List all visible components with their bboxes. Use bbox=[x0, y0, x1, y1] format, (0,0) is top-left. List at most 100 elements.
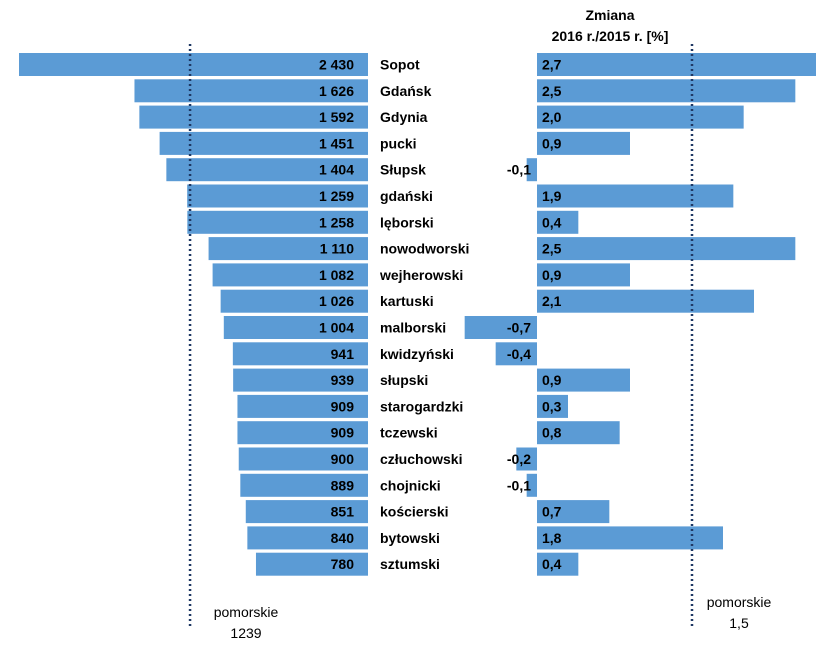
right-bar-19 bbox=[537, 552, 579, 576]
right-bar-16 bbox=[526, 473, 537, 497]
left-bar-0 bbox=[19, 53, 368, 76]
right-bar-13 bbox=[537, 394, 568, 418]
category-label-6: lęborski bbox=[380, 214, 434, 230]
category-label-16: chojnicki bbox=[380, 477, 441, 493]
left-bar-8 bbox=[212, 263, 368, 287]
left-value-label-5: 1 259 bbox=[319, 188, 354, 204]
right-value-label-11: -0,4 bbox=[507, 346, 531, 362]
right-bar-6 bbox=[537, 210, 579, 234]
right-bar-3 bbox=[537, 131, 630, 155]
change-title-line1: Zmiana bbox=[585, 7, 634, 23]
category-label-8: wejherowski bbox=[379, 267, 463, 283]
right-bar-1 bbox=[537, 79, 796, 103]
left-value-label-13: 909 bbox=[331, 398, 355, 414]
left-bar-17 bbox=[245, 500, 368, 524]
right-bar-4 bbox=[526, 158, 537, 182]
right-value-label-17: 0,7 bbox=[542, 504, 562, 520]
left-value-label-8: 1 082 bbox=[319, 267, 354, 283]
left-value-label-18: 840 bbox=[331, 530, 355, 546]
left-value-label-1: 1 626 bbox=[319, 83, 354, 99]
left-value-label-2: 1 592 bbox=[319, 109, 354, 125]
right-bar-10 bbox=[464, 316, 537, 339]
left-value-label-4: 1 404 bbox=[319, 162, 354, 178]
left-reference-value: 1239 bbox=[230, 625, 261, 641]
right-reference-label: pomorskie bbox=[707, 594, 772, 610]
right-value-label-14: 0,8 bbox=[542, 425, 562, 441]
category-label-11: kwidzyński bbox=[380, 346, 454, 362]
left-bar-4 bbox=[166, 158, 368, 182]
category-label-12: słupski bbox=[380, 372, 428, 388]
right-bar-7 bbox=[537, 237, 796, 261]
category-label-15: człuchowski bbox=[380, 451, 462, 467]
category-label-14: tczewski bbox=[380, 425, 438, 441]
left-value-label-19: 780 bbox=[331, 556, 355, 572]
right-value-label-4: -0,1 bbox=[507, 162, 531, 178]
right-value-label-7: 2,5 bbox=[542, 241, 562, 257]
right-value-label-13: 0,3 bbox=[542, 398, 562, 414]
left-bar-1 bbox=[134, 79, 368, 103]
right-bars: 2,7 2,5 2,0 0,9 -0,1 1,9 0,4 2,5 0,9 2,1 -0,7 -0,4 0… bbox=[464, 53, 816, 576]
right-value-label-16: -0,1 bbox=[507, 477, 531, 493]
right-value-label-6: 0,4 bbox=[542, 214, 562, 230]
category-label-3: pucki bbox=[380, 135, 417, 151]
left-value-label-14: 909 bbox=[331, 425, 355, 441]
category-label-2: Gdynia bbox=[380, 109, 428, 125]
left-value-label-15: 900 bbox=[331, 451, 355, 467]
left-bar-14 bbox=[237, 421, 368, 445]
right-bar-5 bbox=[537, 184, 734, 208]
left-value-label-6: 1 258 bbox=[319, 214, 354, 230]
right-value-label-12: 0,9 bbox=[542, 372, 562, 388]
left-bar-2 bbox=[139, 105, 368, 129]
left-value-label-11: 941 bbox=[331, 346, 355, 362]
right-value-label-5: 1,9 bbox=[542, 188, 562, 204]
right-value-label-0: 2,7 bbox=[542, 57, 562, 73]
left-bar-18 bbox=[247, 526, 368, 550]
change-title-line2: 2016 r./2015 r. [%] bbox=[552, 28, 669, 44]
category-label-18: bytowski bbox=[380, 530, 440, 546]
right-value-label-18: 1,8 bbox=[542, 530, 562, 546]
left-bar-15 bbox=[238, 447, 368, 471]
left-bar-3 bbox=[159, 131, 368, 155]
category-label-19: sztumski bbox=[380, 556, 440, 572]
right-bar-8 bbox=[537, 263, 630, 287]
left-value-label-9: 1 026 bbox=[319, 293, 354, 309]
left-bar-5 bbox=[187, 184, 368, 208]
category-label-17: kościerski bbox=[380, 504, 449, 520]
left-value-label-7: 1 110 bbox=[320, 241, 354, 257]
left-bar-6 bbox=[187, 210, 368, 234]
right-bar-9 bbox=[537, 289, 754, 313]
left-bar-10 bbox=[223, 316, 368, 339]
category-label-0: Sopot bbox=[380, 57, 420, 73]
left-reference-label: pomorskie bbox=[214, 604, 279, 620]
left-bar-11 bbox=[232, 342, 368, 366]
right-reference-value: 1,5 bbox=[729, 615, 749, 631]
category-label-4: Słupsk bbox=[380, 162, 426, 178]
right-value-label-2: 2,0 bbox=[542, 109, 562, 125]
right-value-label-9: 2,1 bbox=[542, 293, 562, 309]
left-bars: 2 430 Sopot 1 626 Gdańsk 1 592 Gdynia 1 451 puc… bbox=[19, 53, 469, 576]
right-bar-12 bbox=[537, 368, 630, 392]
right-bar-11 bbox=[495, 342, 537, 366]
right-bar-2 bbox=[537, 105, 744, 129]
left-bar-12 bbox=[233, 368, 368, 392]
right-bar-17 bbox=[537, 500, 610, 524]
category-label-7: nowodworski bbox=[380, 241, 469, 257]
left-value-label-0: 2 430 bbox=[319, 57, 354, 73]
left-value-label-17: 851 bbox=[331, 504, 355, 520]
category-label-9: kartuski bbox=[380, 293, 434, 309]
category-label-5: gdański bbox=[380, 188, 433, 204]
category-label-13: starogardzki bbox=[380, 398, 463, 414]
right-bar-14 bbox=[537, 421, 620, 445]
left-bar-7 bbox=[208, 237, 368, 261]
left-value-label-12: 939 bbox=[331, 372, 355, 388]
right-value-label-15: -0,2 bbox=[507, 451, 531, 467]
left-value-label-10: 1 004 bbox=[319, 320, 354, 336]
right-value-label-10: -0,7 bbox=[507, 320, 531, 336]
left-bar-9 bbox=[220, 289, 368, 313]
right-bar-18 bbox=[537, 526, 723, 550]
left-bar-19 bbox=[255, 552, 368, 576]
right-bar-0 bbox=[537, 53, 816, 76]
right-value-label-1: 2,5 bbox=[542, 83, 562, 99]
left-bar-13 bbox=[237, 394, 368, 418]
